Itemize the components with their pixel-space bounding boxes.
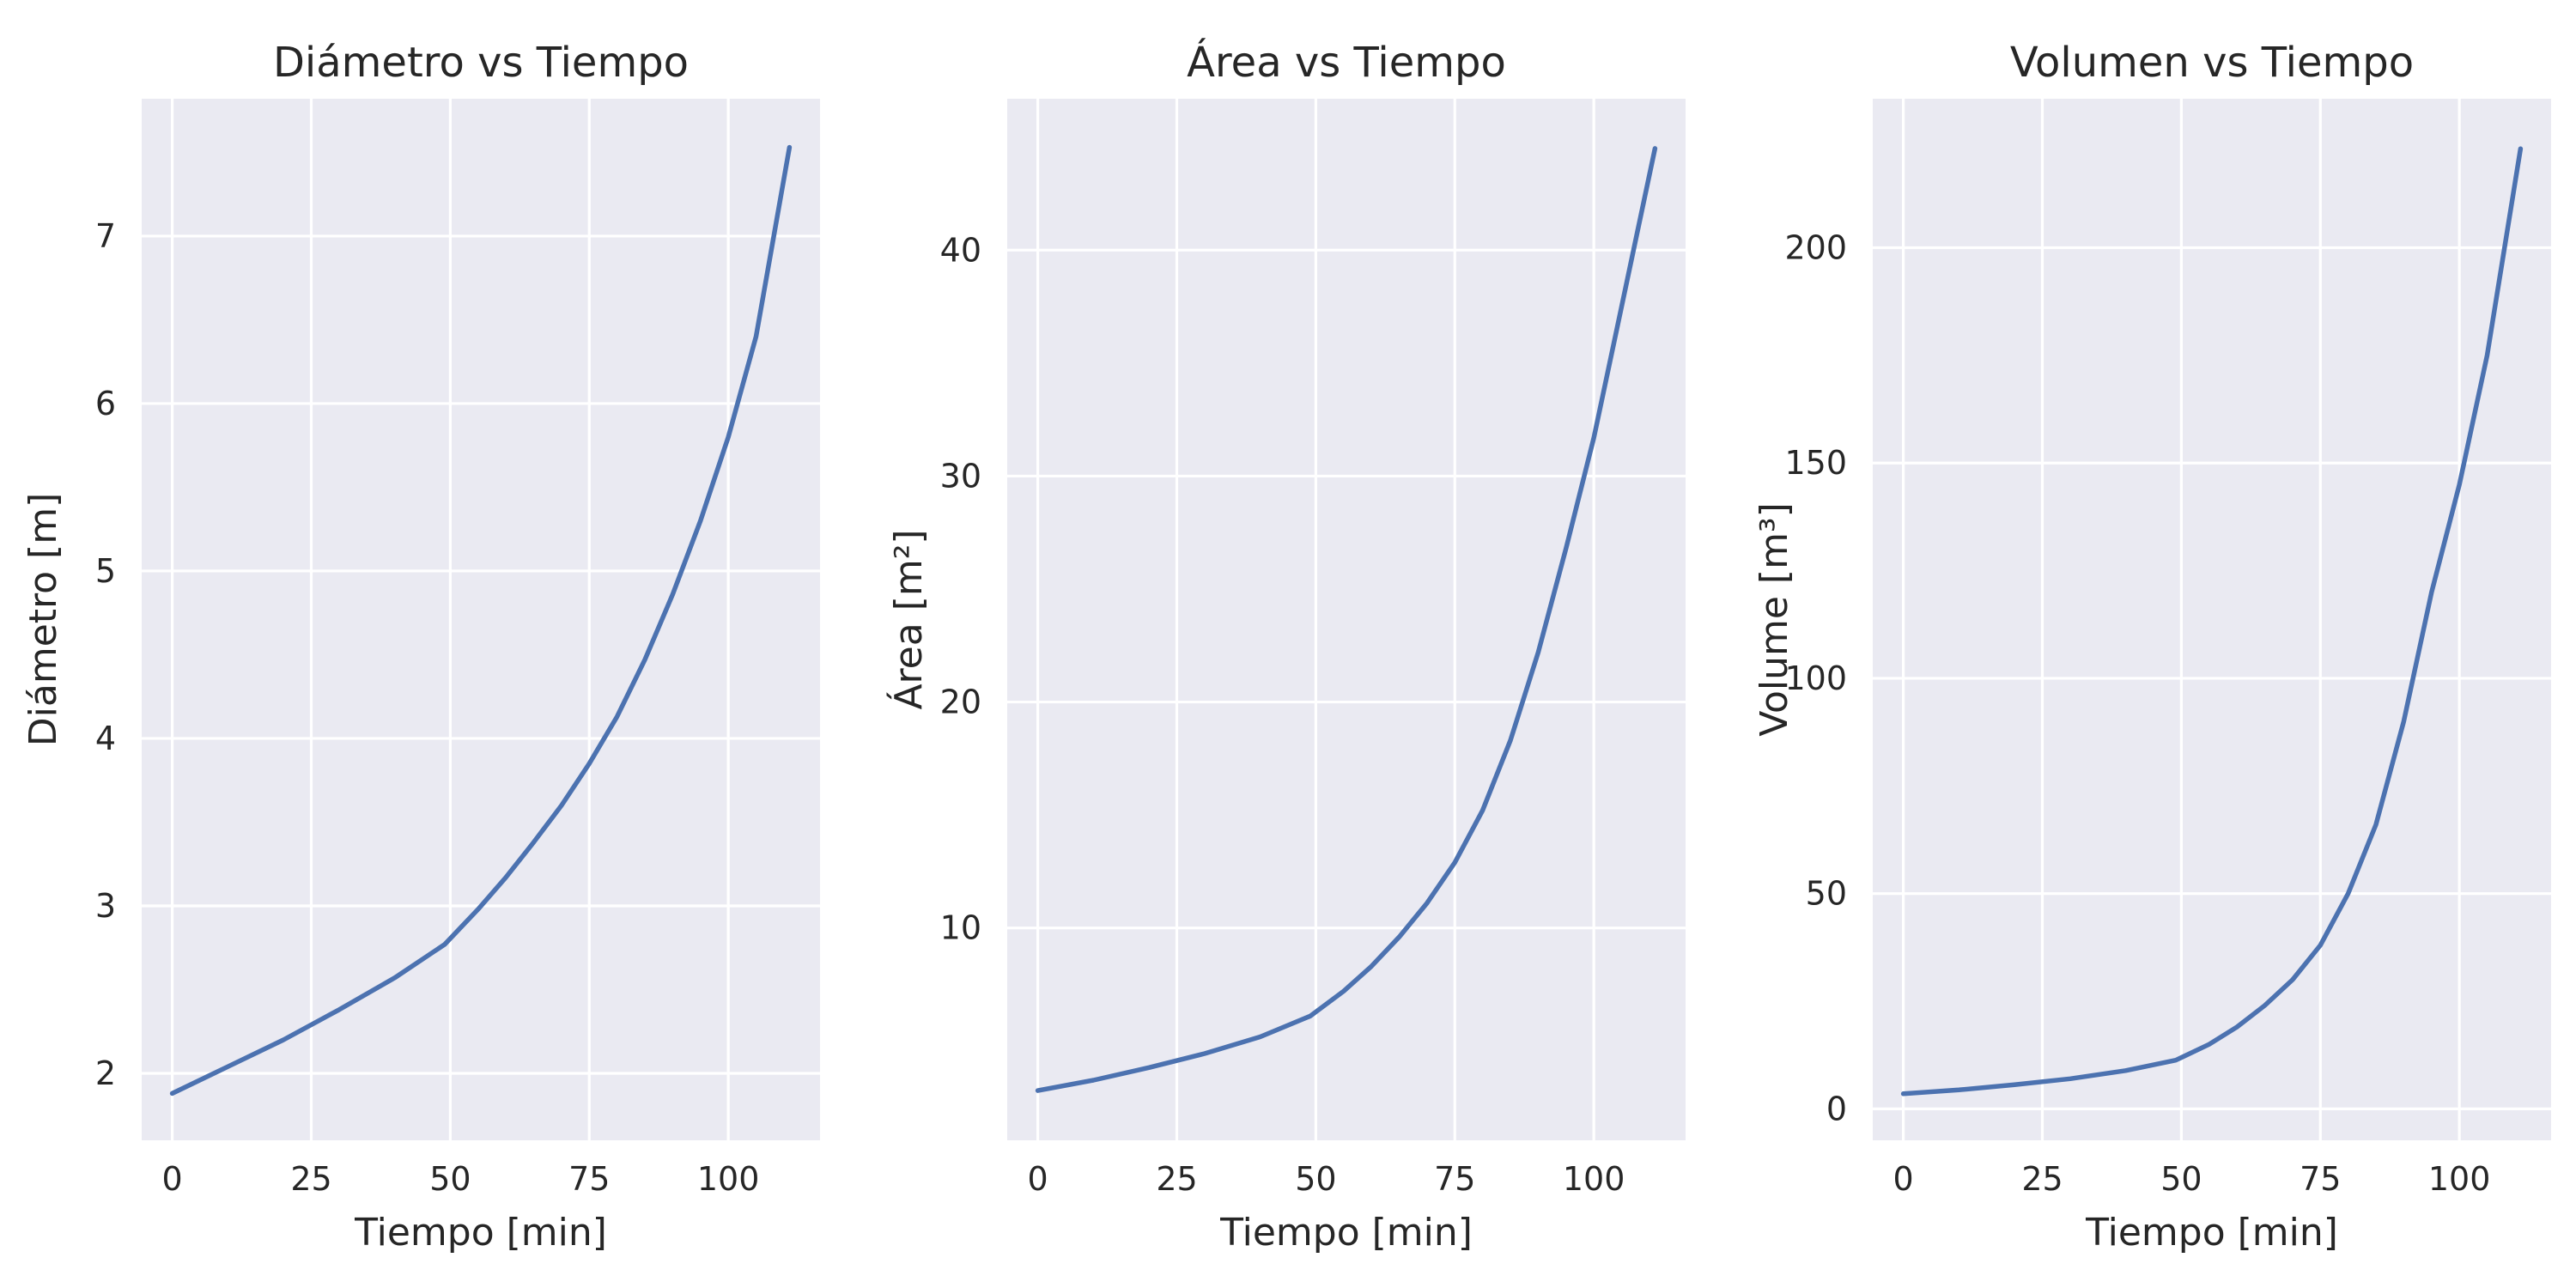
x-tick-label: 75 [1434, 1160, 1475, 1198]
plot-area [1873, 99, 2551, 1140]
chart-panel-3: 0 25 50 75 100 0 50 100 150 200 Volumen vs Tiempo T… [1753, 39, 2551, 1255]
x-tick-label: 0 [1893, 1160, 1914, 1198]
y-tick-label: 100 [1784, 659, 1847, 697]
y-tick-label: 10 [940, 909, 981, 947]
y-axis-label: Volume [m³] [1753, 502, 1796, 736]
x-tick-label: 25 [1156, 1160, 1197, 1198]
y-tick-label: 150 [1784, 444, 1847, 482]
chart-title: Volumen vs Tiempo [2010, 39, 2414, 87]
y-tick-label: 0 [1826, 1090, 1847, 1127]
series-line [1900, 146, 2524, 1097]
y-axis-label: Área [m²] [885, 529, 931, 709]
x-tick-label: 75 [568, 1160, 610, 1198]
x-axis-label: Tiempo [min] [1219, 1211, 1473, 1255]
y-tick-label: 3 [95, 887, 116, 925]
chart-panel-1: 0 25 50 75 100 2 3 4 5 6 7 Diámetro vs Tiempo Tiempo… [21, 39, 820, 1255]
y-tick-label: 40 [940, 231, 981, 269]
x-tick-label: 50 [429, 1160, 471, 1198]
x-axis-label: Tiempo [min] [354, 1211, 607, 1255]
y-tick-label: 20 [940, 683, 981, 721]
x-tick-label: 100 [697, 1160, 760, 1198]
x-axis-label: Tiempo [min] [2085, 1211, 2338, 1255]
chart-title: Área vs Tiempo [1187, 38, 1506, 87]
plot-area [142, 99, 820, 1140]
x-tick-label: 0 [1028, 1160, 1048, 1198]
series-line [1035, 146, 1658, 1093]
y-axis-label: Diámetro [m] [21, 493, 65, 746]
y-tick-label: 6 [95, 385, 116, 422]
x-tick-label: 50 [2160, 1160, 2202, 1198]
y-tick-label: 4 [95, 720, 116, 757]
plot-area [1007, 99, 1686, 1140]
x-tick-label: 0 [162, 1160, 183, 1198]
x-tick-label: 100 [2428, 1160, 2491, 1198]
x-tick-label: 100 [1563, 1160, 1625, 1198]
x-tick-label: 75 [2300, 1160, 2341, 1198]
y-tick-label: 200 [1784, 229, 1847, 267]
series-line [169, 144, 793, 1097]
y-tick-label: 2 [95, 1054, 116, 1092]
x-tick-label: 25 [290, 1160, 331, 1198]
x-tick-label: 25 [2021, 1160, 2063, 1198]
y-tick-label: 30 [940, 457, 981, 495]
chart-panel-2: 0 25 50 75 100 10 20 30 40 Área vs Tiempo Tiempo [… [885, 38, 1686, 1255]
y-tick-label: 5 [95, 552, 116, 590]
y-tick-label: 7 [95, 217, 116, 255]
chart-title: Diámetro vs Tiempo [273, 39, 689, 87]
x-tick-label: 50 [1295, 1160, 1336, 1198]
y-tick-label: 50 [1806, 875, 1847, 913]
